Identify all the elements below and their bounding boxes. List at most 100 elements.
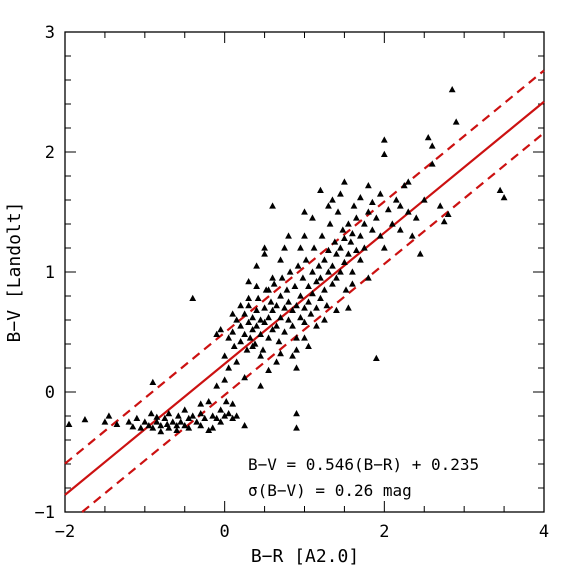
data-point [157, 428, 165, 435]
data-point [269, 274, 276, 281]
data-point [261, 304, 268, 311]
data-point [129, 423, 137, 430]
data-point [364, 208, 372, 215]
data-point [347, 238, 355, 245]
data-point [205, 398, 213, 405]
data-point [269, 306, 276, 313]
data-point [277, 314, 284, 321]
data-point [241, 422, 249, 429]
data-point [372, 354, 380, 361]
data-point [289, 306, 296, 313]
data-point [301, 334, 308, 341]
data-point [181, 406, 189, 413]
data-point [237, 338, 245, 345]
data-point [325, 202, 332, 209]
data-point [273, 322, 280, 329]
data-point [349, 230, 356, 237]
data-point [297, 314, 304, 321]
data-point [229, 400, 237, 407]
data-point [285, 316, 292, 323]
data-point [341, 178, 348, 185]
data-point [412, 214, 420, 221]
y-tick-label: 2 [45, 143, 55, 163]
data-point [349, 280, 356, 287]
data-point [428, 142, 436, 149]
data-point [261, 244, 268, 251]
data-point [65, 420, 73, 427]
data-point [265, 334, 272, 341]
y-axis-label: B−V [Landolt] [4, 202, 25, 343]
data-point [189, 294, 197, 301]
data-point [283, 286, 291, 293]
data-point [197, 400, 205, 407]
data-point [356, 256, 364, 263]
data-point [233, 316, 241, 323]
data-point [217, 326, 225, 333]
data-point [246, 334, 254, 341]
data-point [253, 322, 260, 329]
data-point [301, 232, 308, 239]
data-point [205, 426, 213, 433]
data-point [356, 232, 364, 239]
data-point [243, 346, 251, 353]
data-point [147, 410, 155, 417]
data-point [267, 298, 275, 305]
data-point [281, 244, 288, 251]
data-point [261, 318, 268, 325]
data-point [165, 410, 173, 417]
data-point [420, 196, 428, 203]
data-point [315, 262, 323, 269]
data-point [225, 410, 233, 417]
x-tick-label: 2 [379, 522, 389, 542]
data-point [253, 306, 260, 313]
data-point [293, 334, 300, 341]
data-point [185, 414, 193, 421]
data-point [233, 358, 241, 365]
data-point [301, 208, 308, 215]
data-point [213, 330, 221, 337]
data-point [321, 256, 328, 263]
data-point [161, 414, 169, 421]
data-point [356, 194, 364, 201]
data-point [313, 322, 320, 329]
data-point [241, 330, 249, 337]
fit-line [64, 100, 545, 496]
data-point [286, 268, 294, 275]
data-point [305, 342, 312, 349]
y-tick-label: 0 [45, 383, 55, 403]
data-point [380, 244, 388, 251]
data-point [307, 310, 315, 317]
data-point [404, 208, 412, 215]
data-point [368, 226, 376, 233]
data-point [285, 298, 292, 305]
data-point [213, 382, 221, 389]
data-point [329, 262, 336, 269]
data-point [326, 220, 334, 227]
data-point [273, 358, 280, 365]
data-point [245, 294, 253, 301]
data-point [257, 352, 264, 359]
data-point [181, 422, 189, 429]
data-point [297, 292, 304, 299]
data-point [265, 366, 272, 373]
data-point [376, 232, 384, 239]
data-point [209, 424, 217, 431]
data-point [145, 422, 153, 429]
data-point [245, 318, 253, 325]
x-tick-label: −2 [55, 522, 75, 542]
data-point [341, 258, 348, 265]
data-point [270, 280, 278, 287]
fit-upper-sigma-line [64, 69, 545, 465]
data-point [253, 282, 260, 289]
data-point [321, 316, 328, 323]
data-point [293, 302, 300, 309]
data-point [293, 346, 300, 353]
data-point [368, 198, 376, 205]
data-point [323, 302, 331, 309]
data-point [301, 318, 308, 325]
data-point [396, 202, 404, 209]
data-point [396, 226, 404, 233]
data-point [309, 268, 316, 275]
data-point [428, 160, 436, 167]
data-point [245, 278, 253, 285]
